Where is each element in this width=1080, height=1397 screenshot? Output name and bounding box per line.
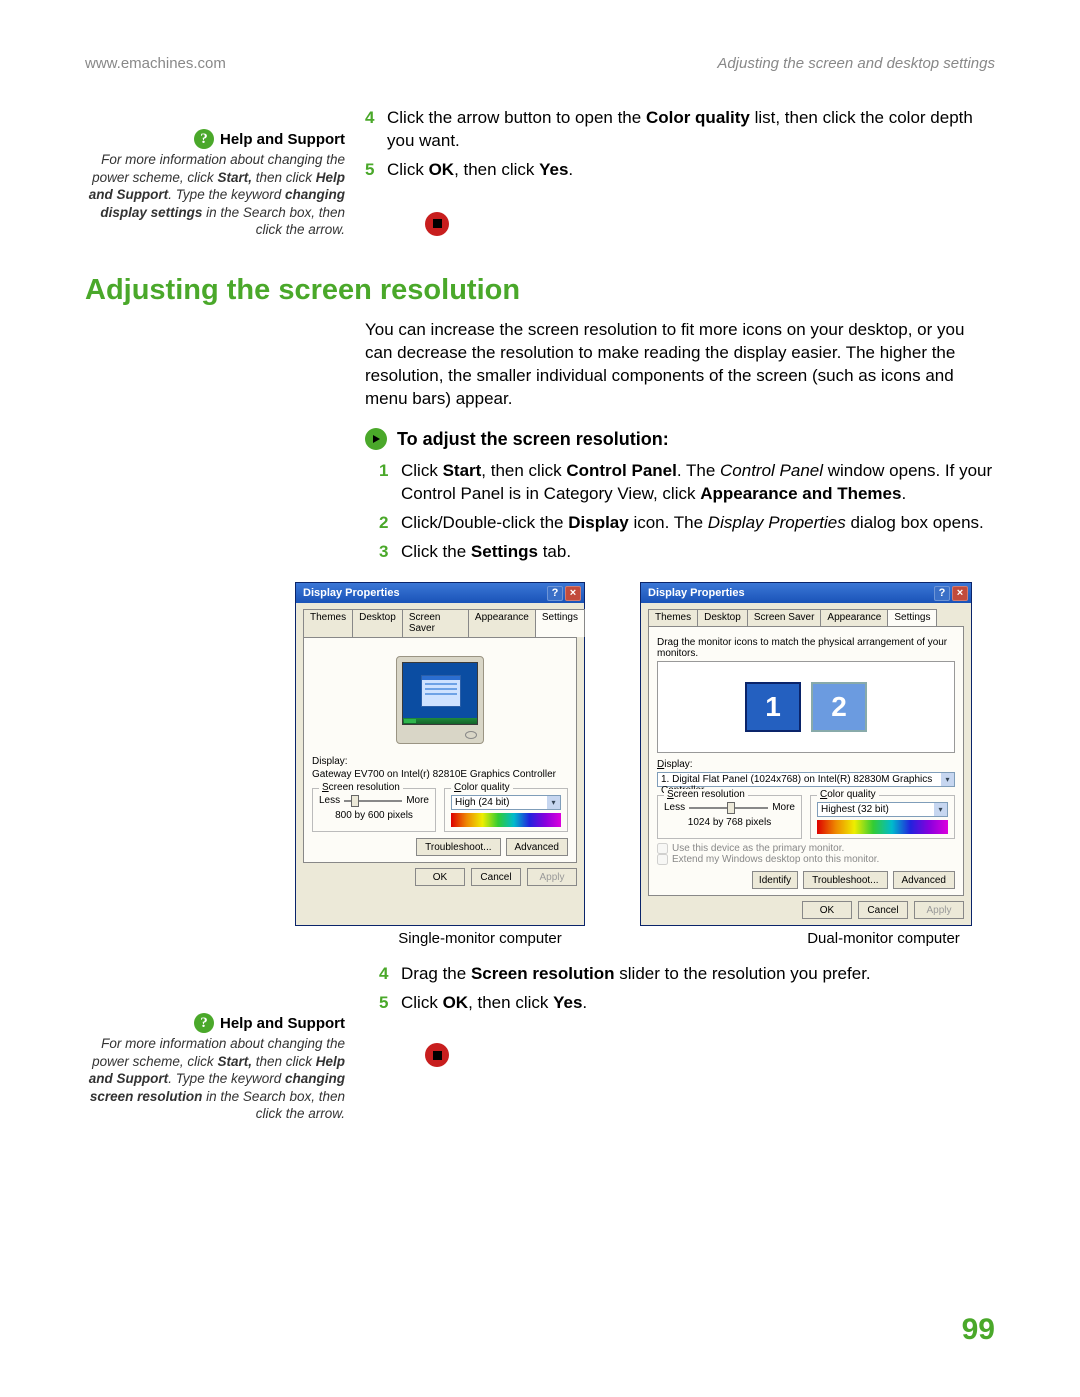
step-text: Click OK, then click Yes. bbox=[387, 159, 573, 182]
step-number: 1 bbox=[379, 460, 393, 506]
help-body: For more information about changing the … bbox=[85, 1035, 345, 1123]
tab-settings[interactable]: Settings bbox=[887, 609, 937, 626]
tab-screensaver[interactable]: Screen Saver bbox=[402, 609, 469, 637]
tab-themes[interactable]: Themes bbox=[303, 609, 353, 637]
monitor-preview bbox=[312, 646, 568, 754]
section-title: Adjusting the screen resolution bbox=[85, 274, 995, 307]
help-icon: ? bbox=[194, 1013, 214, 1033]
step-number: 4 bbox=[365, 107, 379, 153]
monitor-options: Use this device as the primary monitor. … bbox=[657, 843, 955, 865]
color-preview-bar bbox=[817, 820, 948, 834]
step-text: Click the Settings tab. bbox=[401, 541, 571, 564]
page-header: www.emachines.com Adjusting the screen a… bbox=[85, 55, 995, 72]
monitor-1-icon[interactable]: 1 bbox=[745, 682, 801, 732]
settings-tabs: Themes Desktop Screen Saver Appearance S… bbox=[648, 609, 971, 626]
cancel-button[interactable]: Cancel bbox=[471, 868, 521, 886]
color-quality-group: Color quality High (24 bit) ▾ bbox=[444, 788, 568, 832]
settings-tabs: Themes Desktop Screen Saver Appearance S… bbox=[303, 609, 584, 637]
caption-dual: Dual-monitor computer bbox=[640, 930, 972, 947]
color-quality-group: Color quality Highest (32 bit) ▾ bbox=[810, 795, 955, 839]
arrange-hint: Drag the monitor icons to match the phys… bbox=[657, 637, 955, 659]
tab-themes[interactable]: Themes bbox=[648, 609, 698, 626]
step-number: 3 bbox=[379, 541, 393, 564]
help-sidebar-2: ? Help and Support For more information … bbox=[85, 1013, 345, 1123]
dialog-title: Display Properties bbox=[648, 587, 745, 599]
procedure-subhead: To adjust the screen resolution: bbox=[397, 429, 669, 450]
step-number: 2 bbox=[379, 512, 393, 535]
header-url: www.emachines.com bbox=[85, 55, 226, 72]
step-text: Click/Double-click the Display icon. The… bbox=[401, 512, 984, 535]
troubleshoot-button[interactable]: Troubleshoot... bbox=[416, 838, 500, 856]
resolution-value: 1024 by 768 pixels bbox=[664, 817, 795, 828]
advanced-button[interactable]: Advanced bbox=[893, 871, 955, 889]
cancel-button[interactable]: Cancel bbox=[858, 901, 908, 919]
step-number: 4 bbox=[379, 963, 393, 986]
step-text: Drag the Screen resolution slider to the… bbox=[401, 963, 871, 986]
monitor-arrangement[interactable]: 1 2 bbox=[657, 661, 955, 753]
header-section: Adjusting the screen and desktop setting… bbox=[717, 55, 995, 72]
tab-settings[interactable]: Settings bbox=[535, 609, 585, 637]
ok-button[interactable]: OK bbox=[415, 868, 465, 886]
play-icon bbox=[365, 428, 387, 450]
extend-desktop-checkbox[interactable] bbox=[657, 854, 668, 865]
troubleshoot-button[interactable]: Troubleshoot... bbox=[803, 871, 887, 889]
display-select[interactable]: 1. Digital Flat Panel (1024x768) on Inte… bbox=[657, 772, 955, 787]
stop-icon bbox=[425, 212, 449, 236]
tab-desktop[interactable]: Desktop bbox=[352, 609, 403, 637]
help-body: For more information about changing the … bbox=[85, 151, 345, 239]
display-label: Display: bbox=[312, 756, 568, 767]
color-preview-bar bbox=[451, 813, 561, 827]
display-properties-single: Display Properties ? × Themes Desktop Sc… bbox=[295, 582, 585, 926]
dialog-title: Display Properties bbox=[303, 587, 400, 599]
chevron-down-icon: ▾ bbox=[934, 803, 947, 816]
help-button-icon[interactable]: ? bbox=[934, 586, 950, 601]
apply-button[interactable]: Apply bbox=[914, 901, 964, 919]
display-properties-dual: Display Properties ? × Themes Desktop Sc… bbox=[640, 582, 972, 926]
color-quality-select[interactable]: Highest (32 bit) ▾ bbox=[817, 802, 948, 817]
tab-desktop[interactable]: Desktop bbox=[697, 609, 748, 626]
stop-icon bbox=[425, 1043, 449, 1067]
tab-screensaver[interactable]: Screen Saver bbox=[747, 609, 822, 626]
identify-button[interactable]: Identify bbox=[752, 871, 798, 889]
resolution-value: 800 by 600 pixels bbox=[319, 810, 429, 821]
top-steps: 4 Click the arrow button to open the Col… bbox=[365, 107, 995, 239]
screen-resolution-group: Screen resolution Less More 1024 by 768 … bbox=[657, 795, 802, 839]
help-title: Help and Support bbox=[220, 131, 345, 148]
chevron-down-icon: ▾ bbox=[547, 796, 560, 809]
primary-monitor-checkbox[interactable] bbox=[657, 843, 668, 854]
resolution-slider[interactable]: Less More bbox=[664, 802, 795, 813]
step-text: Click the arrow button to open the Color… bbox=[387, 107, 995, 153]
close-icon[interactable]: × bbox=[565, 586, 581, 601]
caption-single: Single-monitor computer bbox=[295, 930, 585, 947]
close-icon[interactable]: × bbox=[952, 586, 968, 601]
tab-appearance[interactable]: Appearance bbox=[468, 609, 536, 637]
help-title: Help and Support bbox=[220, 1015, 345, 1032]
step-number: 5 bbox=[379, 992, 393, 1015]
advanced-button[interactable]: Advanced bbox=[506, 838, 568, 856]
chevron-down-icon: ▾ bbox=[941, 773, 954, 786]
step-number: 5 bbox=[365, 159, 379, 182]
color-quality-select[interactable]: High (24 bit) ▾ bbox=[451, 795, 561, 810]
help-button-icon[interactable]: ? bbox=[547, 586, 563, 601]
section-intro: You can increase the screen resolution t… bbox=[365, 319, 995, 411]
help-icon: ? bbox=[194, 129, 214, 149]
page-number: 99 bbox=[962, 1313, 995, 1347]
step-text: Click Start, then click Control Panel. T… bbox=[401, 460, 995, 506]
tab-appearance[interactable]: Appearance bbox=[820, 609, 888, 626]
help-sidebar-1: ? Help and Support For more information … bbox=[85, 107, 345, 239]
display-value: Gateway EV700 on Intel(r) 82810E Graphic… bbox=[312, 769, 568, 780]
apply-button[interactable]: Apply bbox=[527, 868, 577, 886]
resolution-slider[interactable]: Less More bbox=[319, 795, 429, 806]
step-text: Click OK, then click Yes. bbox=[401, 992, 587, 1015]
ok-button[interactable]: OK bbox=[802, 901, 852, 919]
monitor-2-icon[interactable]: 2 bbox=[811, 682, 867, 732]
screen-resolution-group: Screen resolution Less More 800 by 600 p… bbox=[312, 788, 436, 832]
